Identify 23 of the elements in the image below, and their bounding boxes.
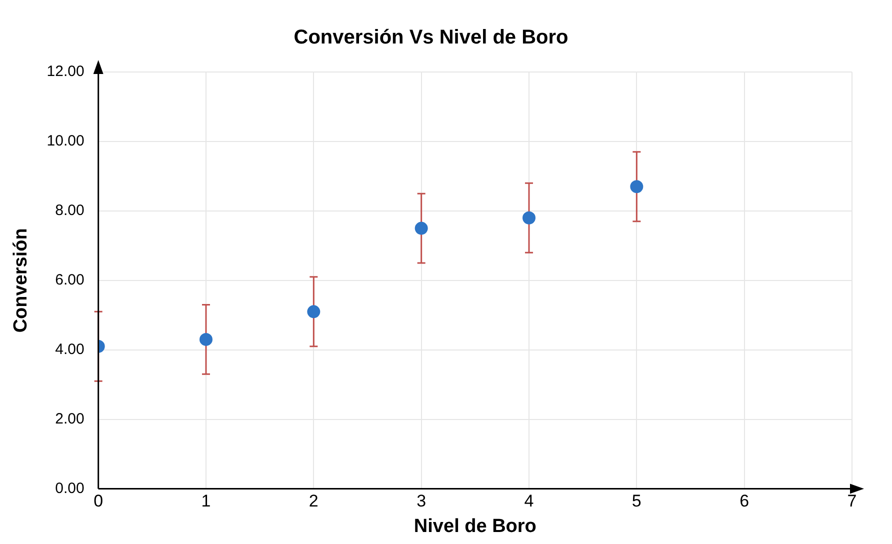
y-tick-label: 4.00 <box>55 341 84 358</box>
y-tick-label: 6.00 <box>55 272 84 289</box>
x-tick-label: 0 <box>94 492 104 511</box>
y-axis-title: Conversión <box>10 228 32 333</box>
x-tick-label: 5 <box>632 492 642 511</box>
x-tick-label: 3 <box>416 492 426 511</box>
y-tick-label: 0.00 <box>55 480 84 497</box>
point <box>414 222 428 235</box>
chart-title: Conversión Vs Nivel de Boro <box>294 26 568 49</box>
x-tick-label: 2 <box>308 492 318 511</box>
point <box>307 305 320 318</box>
x-tick-label: 1 <box>201 492 211 511</box>
x-tick-label: 6 <box>740 492 750 511</box>
x-tick-label: 7 <box>847 492 857 511</box>
y-tick-label: 10.00 <box>46 132 84 150</box>
point <box>200 332 213 346</box>
point <box>522 211 536 224</box>
x-tick-label: 4 <box>524 492 534 511</box>
y-tick-label: 12.00 <box>46 63 84 80</box>
y-tick-label: 8.00 <box>55 202 84 220</box>
y-tick-label: 2.00 <box>55 410 84 428</box>
point <box>630 180 644 194</box>
x-axis-title: Nivel de Boro <box>414 516 536 537</box>
